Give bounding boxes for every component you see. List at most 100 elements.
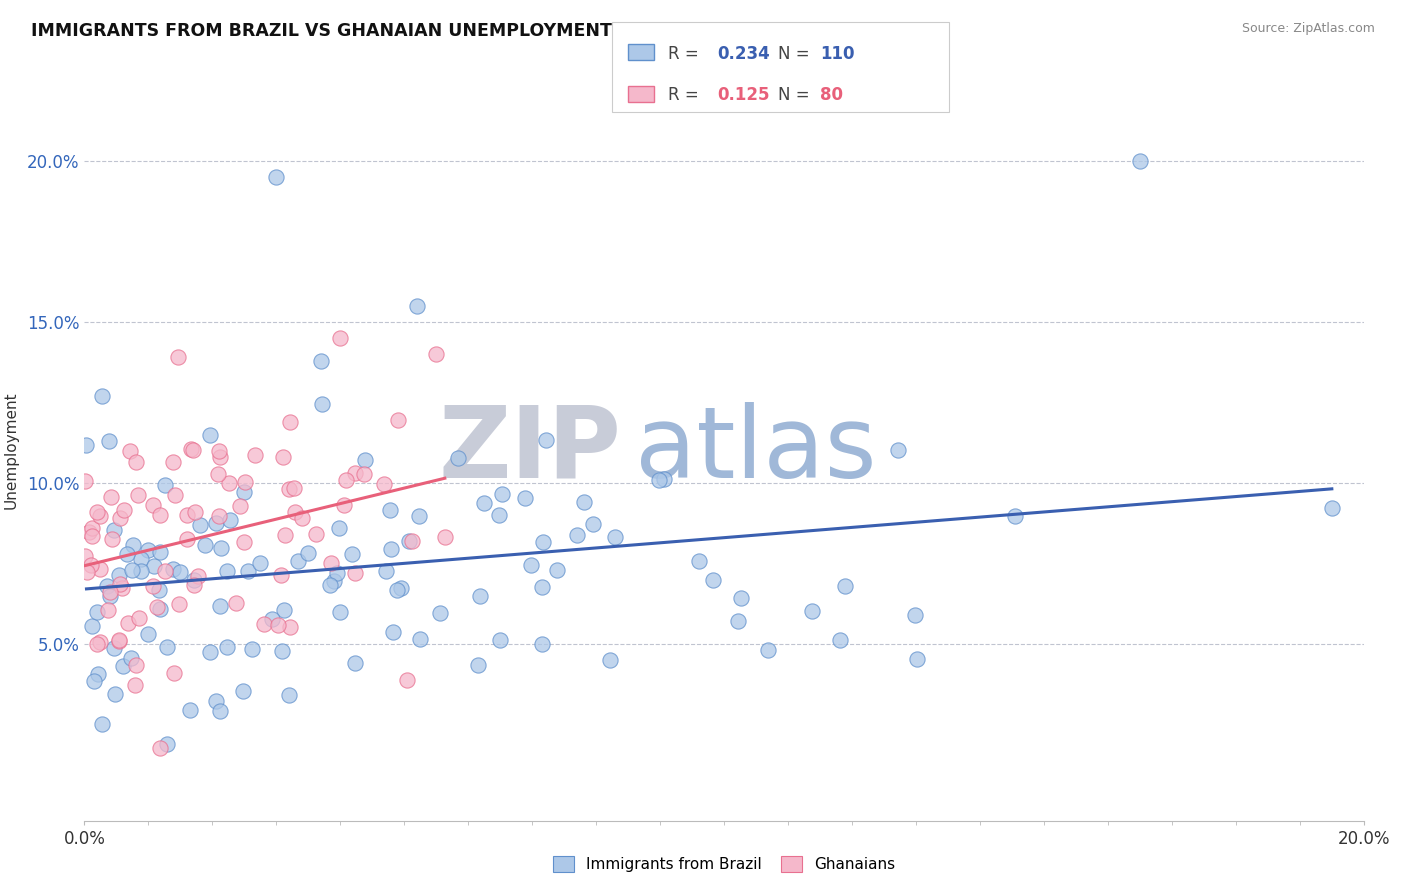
Point — [103, 641, 125, 656]
Point — [162, 561, 184, 575]
Point — [236, 564, 259, 578]
Point — [582, 516, 605, 531]
Point — [408, 508, 430, 523]
Point — [1129, 153, 1152, 168]
Point — [165, 488, 187, 502]
Point — [131, 565, 153, 579]
Point — [82, 528, 104, 542]
Point — [117, 547, 139, 561]
Point — [136, 627, 159, 641]
Text: N =: N = — [778, 87, 814, 104]
Point — [162, 455, 184, 469]
Point — [110, 577, 132, 591]
Point — [652, 472, 675, 486]
Point — [128, 611, 150, 625]
Point — [208, 704, 231, 718]
Point — [83, 673, 105, 688]
Text: R =: R = — [668, 87, 709, 104]
Point — [270, 567, 292, 582]
Point — [183, 442, 205, 457]
Point — [270, 644, 292, 658]
Point — [488, 508, 510, 523]
Point — [353, 453, 375, 467]
Point — [546, 563, 568, 577]
Point — [531, 534, 554, 549]
Point — [112, 659, 135, 673]
Text: 80: 80 — [820, 87, 842, 104]
Point — [142, 579, 165, 593]
Point — [143, 559, 166, 574]
Point — [153, 564, 176, 578]
Legend: Immigrants from Brazil, Ghanaians: Immigrants from Brazil, Ghanaians — [546, 848, 903, 880]
Point — [148, 582, 170, 597]
Point — [284, 506, 307, 520]
Point — [122, 538, 145, 552]
Point — [409, 632, 432, 646]
Point — [340, 547, 363, 561]
Point — [406, 299, 429, 313]
Point — [565, 528, 588, 542]
Point — [605, 530, 627, 544]
Point — [447, 450, 470, 465]
Point — [104, 687, 127, 701]
Text: R =: R = — [668, 45, 709, 62]
Point — [179, 703, 201, 717]
Point — [97, 603, 120, 617]
Point — [114, 503, 136, 517]
Point — [232, 484, 254, 499]
Point — [401, 533, 423, 548]
Point — [149, 602, 172, 616]
Point — [98, 590, 121, 604]
Point — [121, 563, 143, 577]
Point — [309, 354, 332, 368]
Point — [169, 597, 191, 611]
Point — [1004, 508, 1026, 523]
Point — [287, 553, 309, 567]
Point — [328, 521, 350, 535]
Point — [80, 521, 103, 535]
Point — [98, 584, 121, 599]
Point — [233, 475, 256, 489]
Point — [273, 527, 295, 541]
Point — [176, 532, 198, 546]
Point — [702, 573, 724, 587]
Point — [108, 633, 131, 648]
Point — [326, 566, 349, 581]
Point — [380, 541, 402, 556]
Point — [117, 616, 139, 631]
Point — [120, 651, 142, 665]
Point — [162, 666, 184, 681]
Point — [218, 513, 240, 527]
Point — [828, 632, 851, 647]
Point — [280, 620, 302, 634]
Point — [125, 657, 148, 672]
Point — [98, 434, 121, 448]
Point — [249, 556, 271, 570]
Point — [834, 579, 856, 593]
Point — [291, 511, 314, 525]
Point — [205, 693, 228, 707]
Point — [488, 632, 510, 647]
Point — [127, 488, 149, 502]
Point — [108, 511, 131, 525]
Point — [183, 505, 205, 519]
Point — [283, 481, 305, 495]
Point — [87, 667, 110, 681]
Point — [245, 448, 267, 462]
Point — [353, 467, 375, 482]
Point — [108, 567, 131, 582]
Point — [208, 599, 231, 614]
Point — [79, 525, 101, 540]
Point — [188, 517, 211, 532]
Point — [75, 549, 97, 564]
Point — [271, 450, 294, 465]
Point — [233, 534, 256, 549]
Point — [225, 596, 247, 610]
Point — [209, 450, 232, 464]
Point — [321, 556, 343, 570]
Point — [343, 466, 366, 480]
Point — [101, 532, 124, 546]
Point — [86, 505, 108, 519]
Point — [472, 495, 495, 509]
Point — [183, 573, 205, 587]
